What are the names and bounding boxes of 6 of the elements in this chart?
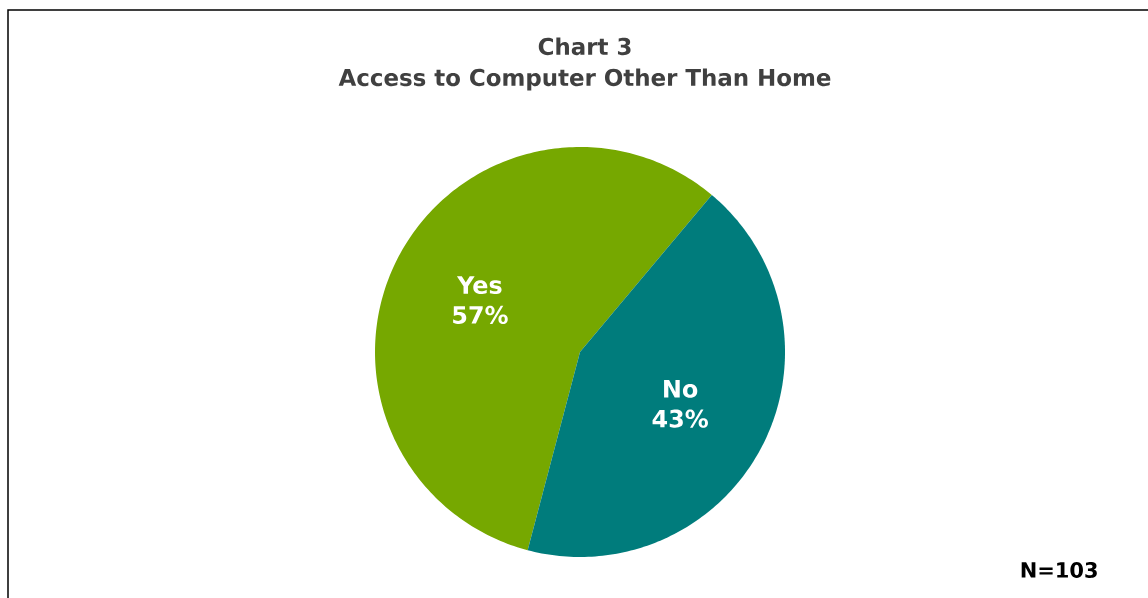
data-label: 43%: [652, 409, 708, 428]
text: N=103: [1021, 562, 1097, 578]
chart-title: Chart 3 Access to Computer Other Than Home: [338, 37, 831, 91]
slice-label: Yes: [456, 276, 502, 295]
data-label: 57%: [453, 305, 508, 324]
slice-label: No: [664, 380, 698, 398]
